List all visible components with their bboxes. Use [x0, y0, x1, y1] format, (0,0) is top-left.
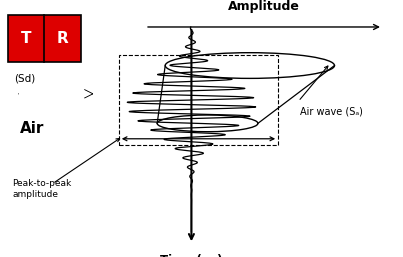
Text: T: T — [21, 31, 31, 46]
Text: Air wave (Sₐ): Air wave (Sₐ) — [300, 107, 363, 117]
Text: Amplitude: Amplitude — [228, 0, 300, 13]
Text: Air: Air — [20, 121, 44, 136]
Text: R: R — [56, 31, 69, 46]
Bar — [119, 55, 278, 145]
Text: Peak-to-peak
amplitude: Peak-to-peak amplitude — [12, 179, 71, 199]
Text: (Sd): (Sd) — [14, 74, 35, 83]
Bar — [8, 15, 81, 62]
Text: Time (ns): Time (ns) — [160, 254, 223, 257]
